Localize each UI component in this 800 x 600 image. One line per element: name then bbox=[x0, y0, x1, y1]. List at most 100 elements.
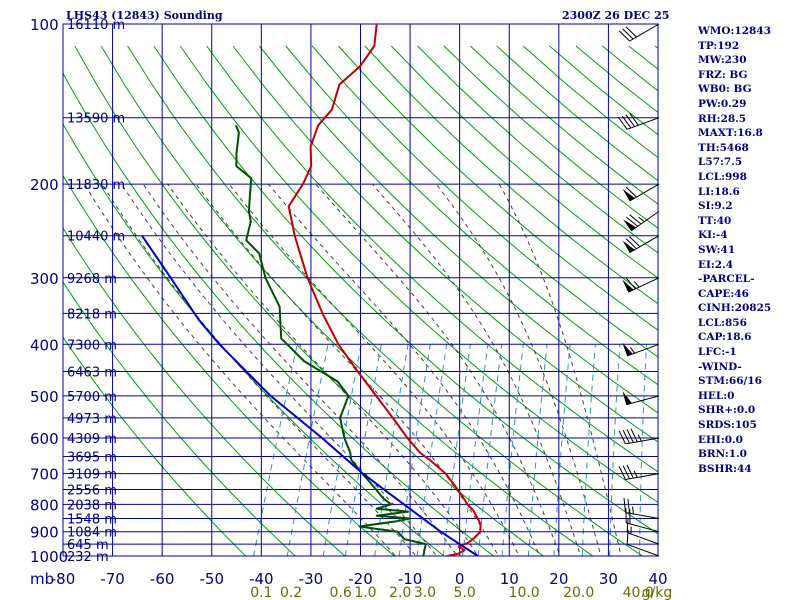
temperature-tick-label: -80 bbox=[51, 570, 76, 588]
mixing-ratio-line bbox=[639, 344, 647, 556]
index-line: SRDS:105 bbox=[698, 419, 757, 432]
mixing-ratio-unit: g/kg bbox=[642, 585, 673, 600]
barb-full bbox=[629, 113, 639, 126]
height-label: 3109 m bbox=[67, 468, 117, 483]
mixing-ratio-line bbox=[286, 344, 329, 556]
mixing-ratio-label: 3.0 bbox=[414, 585, 436, 600]
temperature-line bbox=[287, 24, 482, 556]
mixing-ratio-label: 5.0 bbox=[453, 585, 475, 600]
mixing-ratio-line bbox=[462, 344, 489, 556]
wind-barb bbox=[623, 210, 660, 232]
barb-full bbox=[630, 428, 638, 443]
mixing-ratio-lines bbox=[252, 344, 647, 556]
barb-flag bbox=[622, 342, 633, 356]
profile-lines bbox=[141, 24, 482, 556]
parcel-line bbox=[141, 235, 480, 556]
index-line: TP:192 bbox=[698, 39, 740, 52]
dry-adiabat bbox=[232, 45, 658, 443]
dry-adiabat bbox=[390, 45, 658, 279]
temperature-tick-label: -70 bbox=[100, 570, 125, 588]
dry-adiabat bbox=[179, 45, 658, 503]
pressure-tick-label: 800 bbox=[30, 496, 59, 514]
moist-adiabat bbox=[142, 183, 458, 556]
moist-adiabat bbox=[268, 183, 541, 556]
mixing-ratio-label: 0.6 bbox=[330, 585, 352, 600]
mixing-ratio-label: 0.1 bbox=[250, 585, 272, 600]
barb-staff bbox=[626, 532, 660, 545]
temperature-tick-label: -10 bbox=[398, 570, 423, 588]
height-label: 645 m bbox=[67, 538, 109, 553]
height-label: 16110 m bbox=[67, 18, 125, 33]
barb-full bbox=[626, 216, 639, 227]
index-line: KI:-4 bbox=[698, 229, 728, 242]
dry-adiabat bbox=[63, 281, 297, 556]
height-label: 11830 m bbox=[67, 178, 125, 193]
mixing-ratio-label: 40.0 bbox=[623, 585, 654, 600]
plot-border bbox=[62, 23, 659, 557]
temperature-tick-label: -30 bbox=[299, 570, 324, 588]
barb-staff bbox=[625, 473, 660, 480]
temperature-tick-label: -60 bbox=[150, 570, 175, 588]
index-line: CAPE:46 bbox=[698, 287, 749, 300]
barb-full bbox=[618, 466, 626, 480]
pressure-tick-label: 400 bbox=[30, 336, 59, 354]
height-label: 5700 m bbox=[67, 390, 117, 405]
index-line: SI:9.2 bbox=[698, 200, 733, 213]
dry-adiabat bbox=[206, 45, 658, 473]
index-line: BRN:1.0 bbox=[698, 448, 747, 461]
barb-full bbox=[618, 117, 628, 130]
index-line: WB0: BG bbox=[698, 83, 752, 96]
dry-adiabat bbox=[417, 45, 658, 254]
index-line: L57:7.5 bbox=[698, 156, 743, 169]
index-line: LCL:998 bbox=[698, 170, 747, 183]
barb-full bbox=[626, 429, 634, 443]
moist-adiabat bbox=[195, 183, 500, 556]
moist-adiabat bbox=[435, 183, 602, 556]
mixing-ratio-label: 2.0 bbox=[389, 585, 411, 600]
temperature-tick-label: 20 bbox=[549, 570, 568, 588]
barb-full bbox=[625, 186, 637, 198]
dry-adiabat bbox=[63, 123, 445, 556]
height-label: 2038 m bbox=[67, 498, 117, 513]
barb-full bbox=[622, 429, 630, 444]
wind-barb bbox=[622, 342, 660, 357]
moist-adiabat bbox=[121, 183, 438, 556]
temperature-tick-label: -40 bbox=[249, 570, 274, 588]
index-line: LFC:-1 bbox=[698, 346, 737, 359]
temperature-tick-label: -50 bbox=[200, 570, 225, 588]
barb-flag bbox=[623, 219, 637, 231]
mixing-ratio-line bbox=[374, 344, 409, 556]
barb-staff bbox=[625, 512, 660, 519]
mixing-ratio-line bbox=[442, 344, 471, 556]
mixing-ratio-label: 20.0 bbox=[563, 585, 594, 600]
dry-adiabat bbox=[63, 227, 346, 556]
height-label: 1084 m bbox=[67, 526, 117, 541]
height-label: 7300 m bbox=[67, 338, 117, 353]
temperature-tick-label: 0 bbox=[455, 570, 465, 588]
pressure-tick-label: 700 bbox=[30, 466, 59, 484]
wind-barb bbox=[622, 235, 660, 254]
temperature-tick-label: 10 bbox=[500, 570, 519, 588]
barb-staff bbox=[626, 117, 660, 130]
barb-flag bbox=[622, 240, 635, 253]
barb-full bbox=[626, 464, 634, 479]
mixing-ratio-line bbox=[322, 344, 362, 556]
barb-half bbox=[633, 470, 638, 478]
wind-barb bbox=[623, 498, 660, 519]
index-line: LI:18.6 bbox=[698, 185, 740, 198]
dry-adiabat bbox=[63, 174, 396, 556]
pressure-tick-label: 600 bbox=[30, 430, 59, 448]
wind-barb bbox=[618, 428, 660, 445]
index-line: LCL:856 bbox=[698, 316, 747, 329]
temperature-tick-label: 30 bbox=[599, 570, 618, 588]
height-label: 2556 m bbox=[67, 484, 117, 499]
index-line: SHR+:0.0 bbox=[698, 404, 756, 417]
barb-full bbox=[618, 30, 630, 42]
barb-full bbox=[625, 26, 637, 38]
dry-adiabat bbox=[311, 45, 658, 358]
barb-full bbox=[621, 115, 632, 129]
index-line: CINH:20825 bbox=[698, 302, 772, 315]
wind-barb bbox=[626, 517, 660, 545]
height-label: 4309 m bbox=[67, 432, 117, 447]
